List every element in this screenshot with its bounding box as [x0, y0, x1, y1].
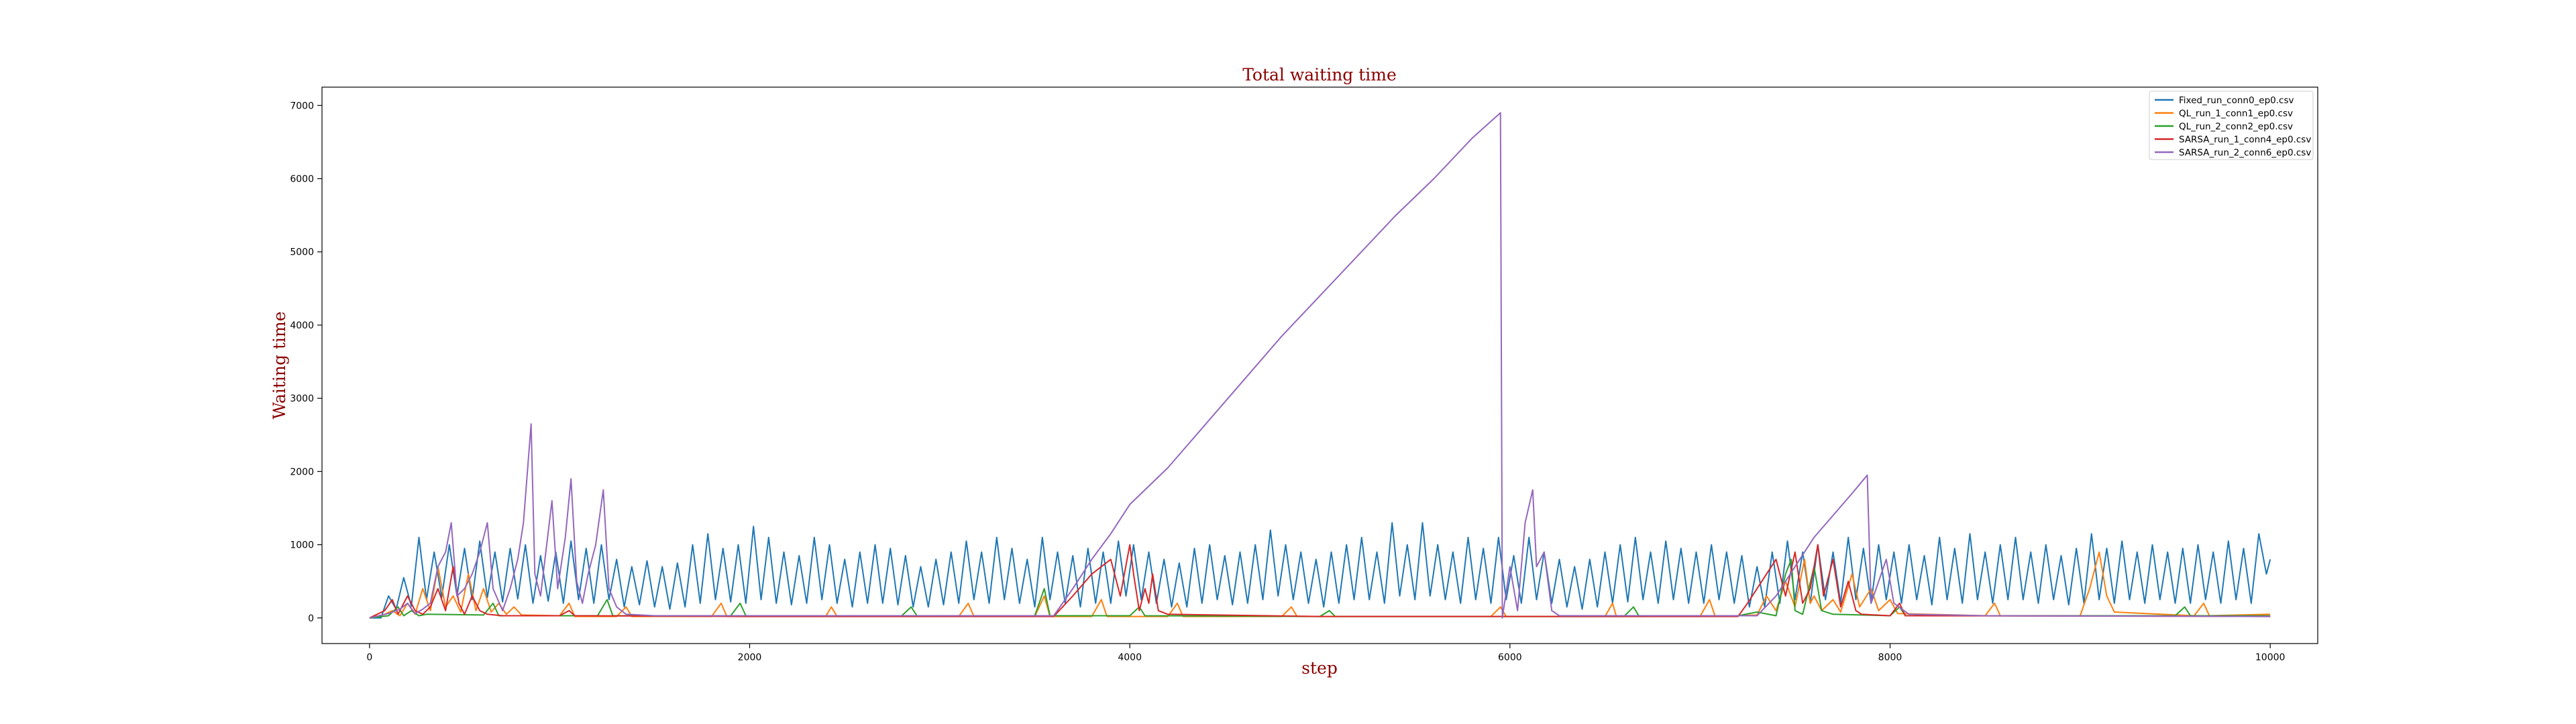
- x-tick-label-3: 6000: [1498, 652, 1522, 663]
- legend-entry-0: Fixed_run_conn0_ep0.csv: [2179, 95, 2294, 106]
- series-layer: [369, 112, 2271, 619]
- legend-entry-3: SARSA_run_1_conn4_ep0.csv: [2179, 135, 2311, 145]
- y-tick-label-7: 7000: [290, 101, 314, 111]
- series-line-0: [369, 522, 2271, 619]
- series-line-2: [369, 558, 2271, 619]
- legend-entry-2: QL_run_2_conn2_ep0.csv: [2179, 121, 2293, 132]
- legend: Fixed_run_conn0_ep0.csv QL_run_1_conn1_ep…: [2149, 90, 2314, 160]
- chart-title: Total waiting time: [1242, 65, 1397, 84]
- y-tick-label-5: 5000: [290, 247, 314, 258]
- x-tick-label-2: 4000: [1118, 652, 1142, 663]
- y-tick-label-6: 6000: [290, 174, 314, 185]
- y-tick-label-3: 3000: [290, 394, 314, 404]
- legend-box: [2149, 90, 2314, 160]
- y-tick-label-4: 4000: [290, 320, 314, 331]
- y-tick-label-1: 1000: [290, 540, 314, 551]
- y-tick-label-2: 2000: [290, 467, 314, 477]
- y-tick-label-0: 0: [308, 613, 314, 624]
- x-tick-label-1: 2000: [738, 652, 762, 663]
- plot-area: 0 2000 4000 6000 8000 10000 0 1000 2000 3000 4000 5…: [290, 86, 2318, 663]
- x-axis-label: step: [1301, 658, 1338, 678]
- legend-entry-4: SARSA_run_2_conn6_ep0.csv: [2179, 147, 2311, 158]
- legend-entry-1: QL_run_1_conn1_ep0.csv: [2179, 109, 2293, 119]
- legend-items: Fixed_run_conn0_ep0.csv QL_run_1_conn1_ep…: [2155, 95, 2311, 158]
- x-tick-label-0: 0: [366, 652, 372, 663]
- ticks-layer: 0 2000 4000 6000 8000 10000 0 1000 2000 3000 4000 5…: [290, 101, 2285, 663]
- axes-frame: [321, 86, 2318, 644]
- series-line-4: [369, 112, 2271, 619]
- series-line-3: [369, 544, 2271, 619]
- x-tick-label-5: 10000: [2255, 652, 2286, 663]
- y-axis-label: Waiting time: [270, 311, 289, 419]
- series-line-1: [369, 551, 2271, 619]
- x-tick-label-4: 8000: [1878, 652, 1902, 663]
